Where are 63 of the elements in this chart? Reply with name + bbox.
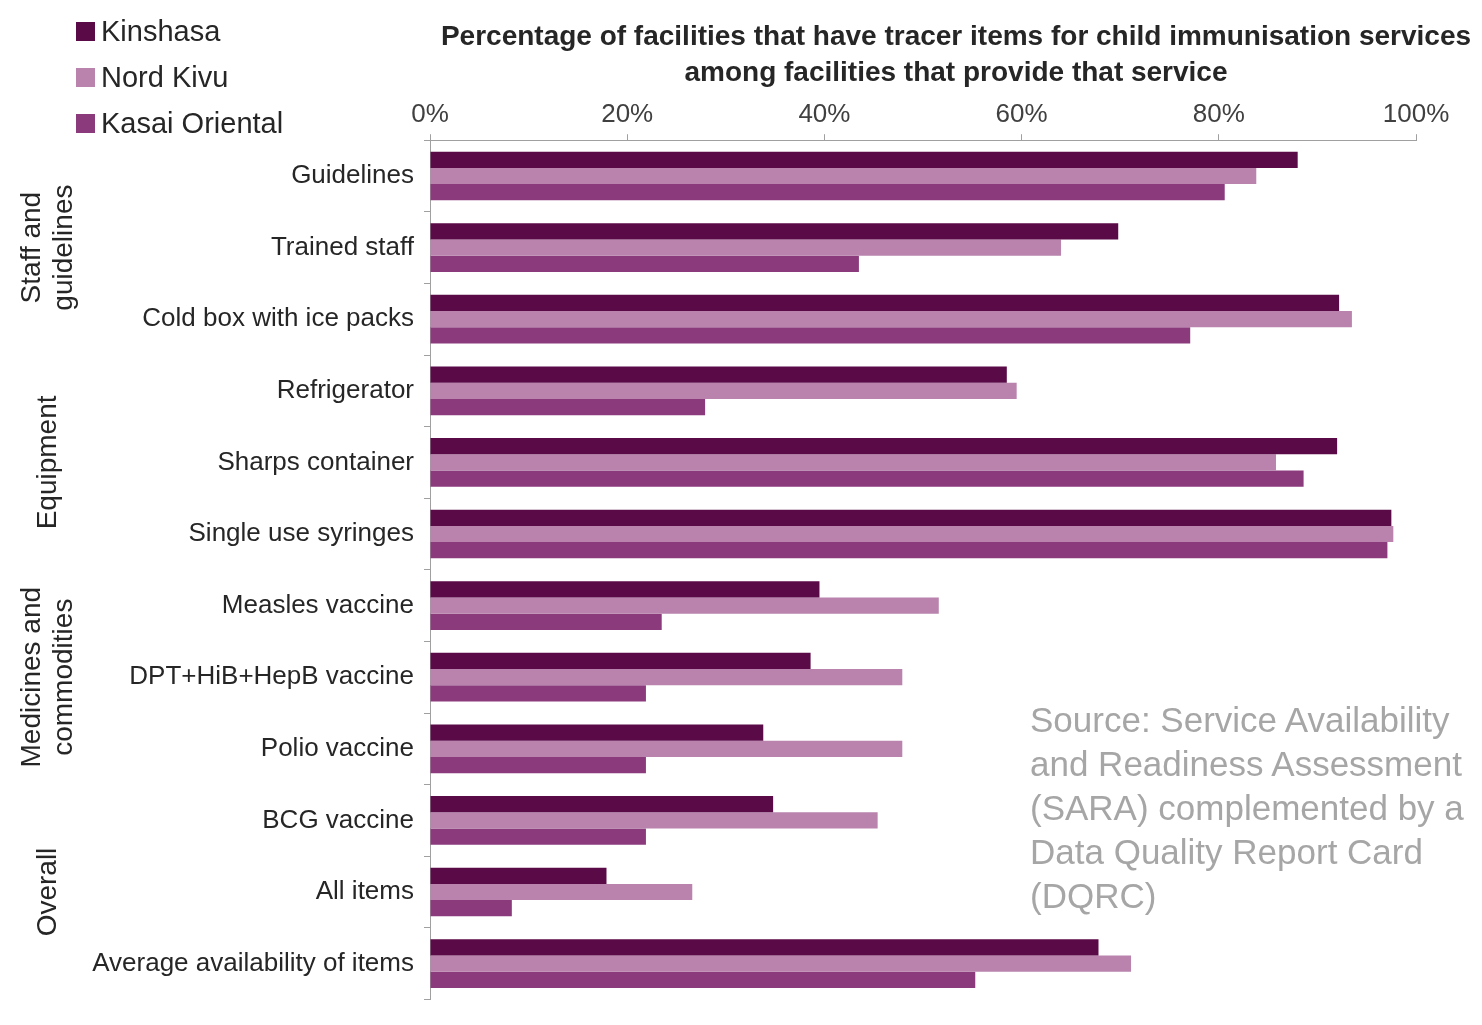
y-tick-label: Trained staff (270, 230, 415, 261)
text: Medicines and commodities (14, 586, 78, 768)
annotation: Source: Service Availability and Readiness Assessment (SARA) complemented by a Data Quality Report Card (DQRC) (1030, 700, 1465, 915)
bar (430, 398, 706, 416)
y-tick-label: BCG vaccine (262, 803, 414, 834)
bar (430, 151, 1298, 168)
y-tick-label: Average availability of items (92, 946, 414, 977)
y-tick-label: Sharps container (217, 445, 415, 476)
x-tick-label: 0% (411, 97, 449, 128)
bar (430, 669, 903, 686)
bar (430, 542, 1388, 559)
bar (430, 955, 1132, 972)
legend-label: Kasai Oriental (101, 106, 284, 140)
bar (430, 740, 903, 757)
y-tick-label: DPT+HiB+HepB vaccine (129, 660, 414, 691)
bar (430, 756, 646, 774)
bar (430, 828, 646, 845)
bar (430, 327, 1191, 344)
bar (430, 366, 1007, 383)
bar (430, 867, 607, 884)
bar (430, 812, 878, 829)
bar (430, 509, 1392, 526)
bar (430, 223, 1119, 240)
y-tick-label: Measles vaccine (221, 588, 414, 619)
text: Staff and guidelines (14, 184, 78, 311)
bar (430, 581, 820, 598)
bar (430, 470, 1304, 487)
bar (430, 239, 1062, 256)
text: Equipment (30, 395, 62, 530)
bar (430, 971, 976, 988)
text: Overall (30, 847, 62, 937)
y-tick-label: Guidelines (291, 159, 414, 190)
bar (430, 525, 1394, 543)
bar (430, 167, 1257, 185)
y-tick-label: Polio vaccine (260, 731, 414, 762)
bar (430, 454, 1276, 471)
bar (430, 382, 1017, 399)
legend-label: Nord Kivu (101, 60, 229, 94)
bar (430, 796, 774, 813)
bar (430, 883, 693, 901)
y-tick-label: All items (315, 875, 414, 906)
x-tick-label: 80% (1192, 97, 1245, 128)
bar (430, 652, 811, 670)
bar (430, 255, 859, 272)
bar (430, 184, 1225, 201)
x-tick-label: 40% (798, 97, 851, 128)
y-tick-label: Cold box with ice packs (142, 302, 414, 333)
bar (430, 294, 1340, 312)
y-tick-label: Single use syringes (188, 517, 414, 548)
bar (430, 597, 939, 614)
x-tick-label: 60% (995, 97, 1048, 128)
x-tick-label: 20% (601, 97, 654, 128)
legend-label: Kinshasa (101, 14, 221, 48)
bar (430, 613, 662, 630)
bar (430, 311, 1352, 328)
bar (430, 724, 764, 741)
bar (430, 939, 1099, 956)
x-tick-label: 100% (1382, 97, 1450, 128)
bar (430, 685, 646, 702)
y-tick-label: Refrigerator (276, 373, 415, 404)
chart-title: Percentage of facilities that have tracer items for child immunisation services among facilities that provide that service (439, 19, 1473, 89)
bar (430, 438, 1338, 455)
bar (430, 900, 512, 917)
